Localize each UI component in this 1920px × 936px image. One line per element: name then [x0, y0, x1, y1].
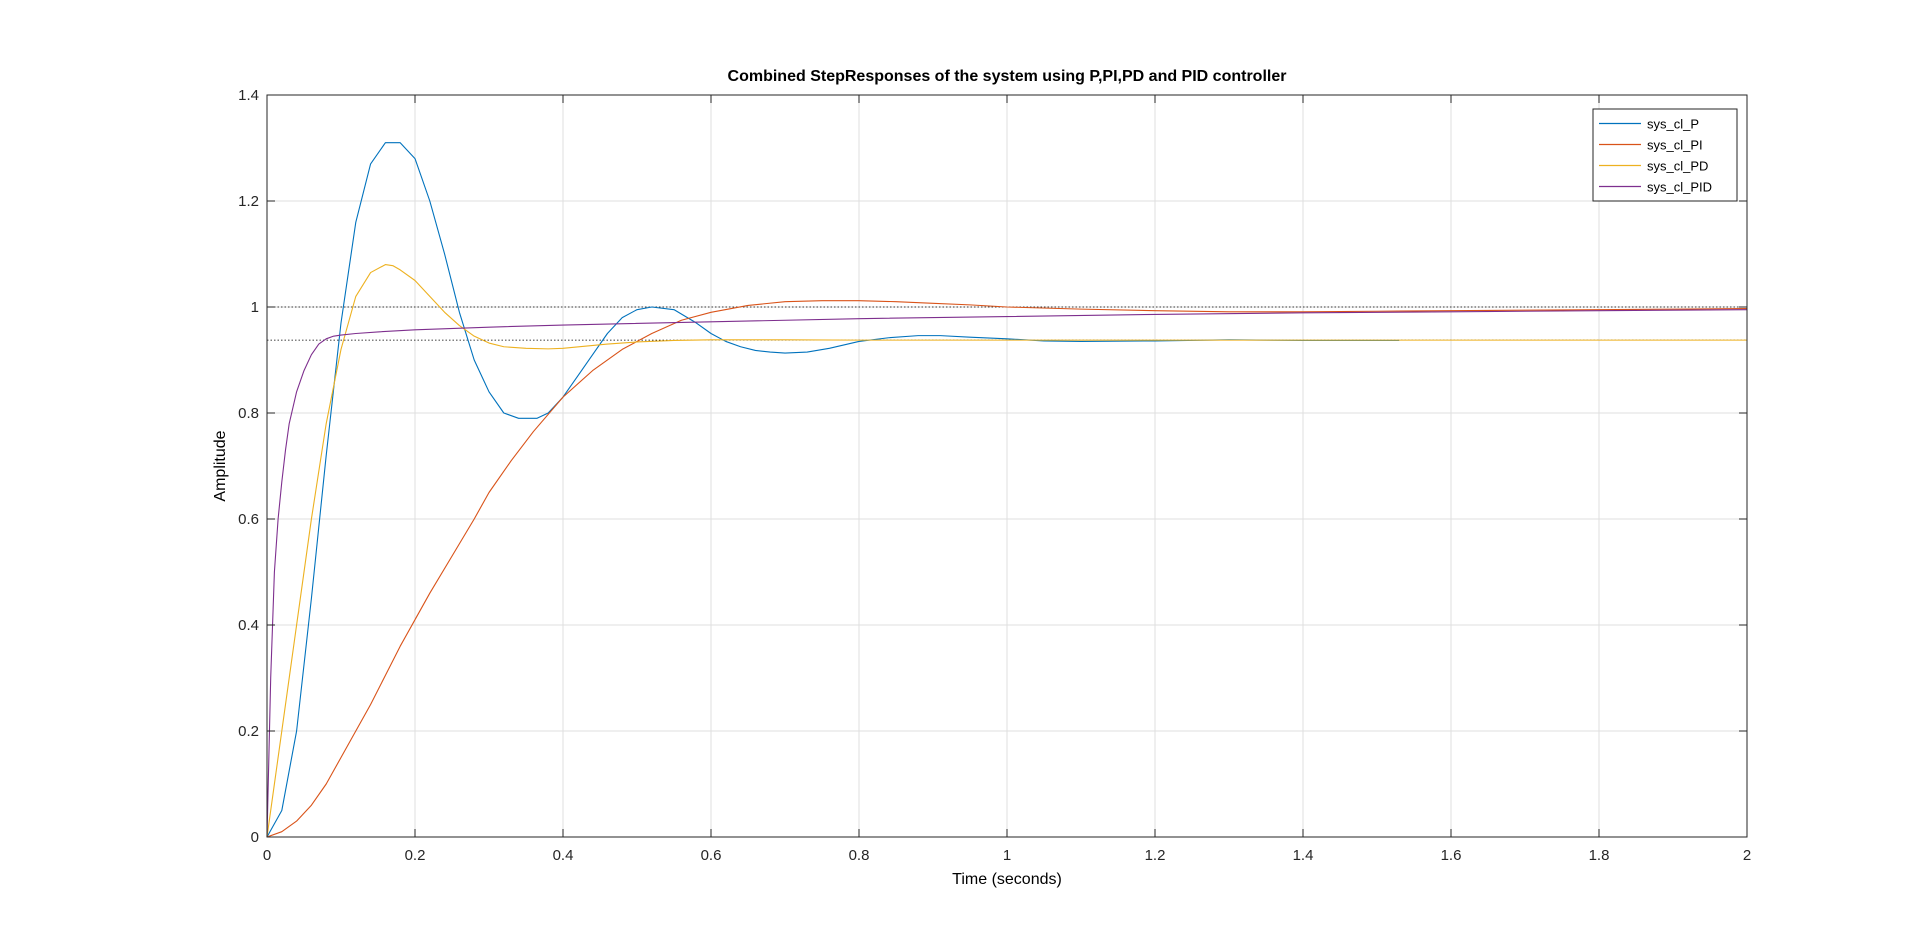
x-tick-label: 0 [263, 847, 271, 864]
x-tick-label: 1.8 [1589, 847, 1610, 864]
legend[interactable]: sys_cl_P sys_cl_PI sys_cl_PD sys_cl_PID [1592, 108, 1738, 202]
x-tick-label: 1.2 [1145, 847, 1166, 864]
y-tick-label: 0.6 [238, 511, 259, 528]
x-axis-label: Time (seconds) [952, 871, 1062, 888]
x-tick-label: 1.4 [1293, 847, 1314, 864]
y-axis-label: Amplitude [212, 430, 229, 501]
series-line-sys_cl_PD [266, 264, 1747, 838]
y-tick-label: 1 [251, 299, 259, 316]
x-tick-label: 0.6 [701, 847, 722, 864]
x-tick-label: 1.6 [1441, 847, 1462, 864]
y-tick-label: 0.2 [238, 723, 259, 740]
legend-box [1592, 108, 1738, 202]
x-tick-label: 2 [1743, 847, 1751, 864]
y-tick-label: 0.4 [238, 617, 259, 634]
legend-label-sys_cl_PI: sys_cl_PI [1647, 138, 1703, 153]
legend-label-sys_cl_PID: sys_cl_PID [1647, 180, 1712, 195]
tick-layer: 0 0.2 0.4 0.6 0.8 1 1.2 1.4 1.6 1.8 2 0 0.2 0.4 0.6 0.8… [238, 87, 1751, 864]
grid-layer [267, 95, 1747, 837]
x-tick-label: 1 [1003, 847, 1011, 864]
series-line-sys_cl_PI [266, 300, 1748, 838]
chart-title: Combined StepResponses of the system usi… [728, 68, 1287, 85]
y-tick-label: 0 [251, 829, 259, 846]
legend-label-sys_cl_PD: sys_cl_PD [1647, 159, 1708, 174]
y-tick-label: 1.4 [238, 87, 259, 104]
x-tick-label: 0.8 [849, 847, 870, 864]
y-tick-label: 1.2 [238, 193, 259, 210]
series-line-sys_cl_PID [266, 309, 1748, 838]
x-tick-label: 0.4 [553, 847, 574, 864]
series-line-sys_cl_P [266, 142, 1400, 838]
y-tick-label: 0.8 [238, 405, 259, 422]
series-layer [266, 142, 1748, 838]
x-tick-label: 0.2 [405, 847, 426, 864]
legend-label-sys_cl_P: sys_cl_P [1647, 117, 1699, 132]
